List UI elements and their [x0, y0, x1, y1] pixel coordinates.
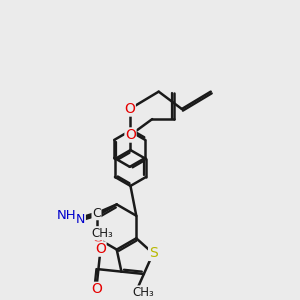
Text: C: C — [92, 207, 101, 220]
Text: CH₃: CH₃ — [132, 286, 154, 299]
Text: O: O — [125, 128, 136, 142]
Text: O: O — [124, 102, 135, 116]
Text: O: O — [91, 282, 102, 296]
Text: N: N — [76, 213, 85, 226]
Text: S: S — [149, 246, 158, 260]
Text: NH₂: NH₂ — [57, 209, 82, 222]
Text: O: O — [95, 242, 106, 256]
Text: O: O — [92, 231, 103, 245]
Text: CH₃: CH₃ — [92, 227, 113, 240]
